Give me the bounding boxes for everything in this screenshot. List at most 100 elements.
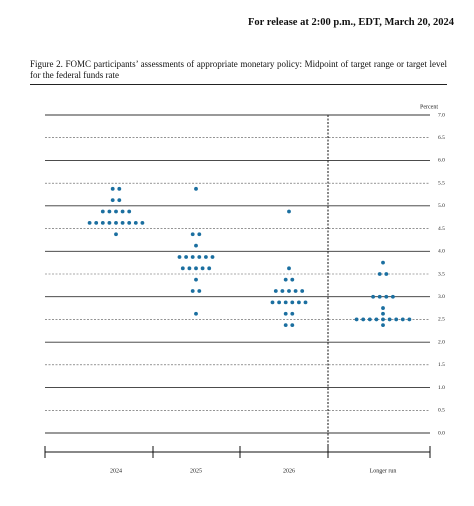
dot: [287, 266, 291, 271]
dot: [290, 311, 295, 316]
dot: [381, 260, 385, 265]
dot: [297, 300, 301, 305]
dot: [377, 272, 382, 276]
dot: [194, 186, 198, 191]
dot: [391, 294, 395, 299]
dot: [177, 255, 182, 259]
dot: [107, 220, 112, 225]
dot: [140, 220, 145, 225]
dot: [110, 198, 115, 203]
dot: [184, 255, 189, 259]
dot: [394, 317, 399, 322]
y-tick-label: 4.5: [438, 226, 445, 232]
dot: [127, 220, 132, 225]
dot: [94, 220, 99, 225]
y-tick-label: 1.0: [438, 385, 445, 391]
dot: [367, 317, 372, 322]
dot: [270, 300, 275, 305]
chart-title: Figure 2. FOMC participants’ assessments…: [30, 59, 447, 85]
dot: [194, 266, 198, 271]
dot: [290, 323, 295, 328]
dot: [384, 272, 389, 276]
dot: [197, 289, 202, 293]
dot: [283, 323, 288, 328]
dot: [374, 317, 379, 322]
dot: [207, 266, 212, 271]
dot: [120, 209, 125, 214]
dot: [381, 317, 385, 322]
y-tick-label: 1.5: [438, 362, 445, 368]
y-tick-label: 2.5: [438, 317, 445, 323]
dot: [273, 289, 278, 293]
dot: [277, 300, 281, 305]
dot: [190, 289, 195, 293]
dot: [381, 311, 385, 316]
dot: [194, 243, 198, 248]
dot: [407, 317, 412, 322]
dot: [361, 317, 366, 322]
dot: [204, 255, 208, 259]
y-axis-label: Percent: [420, 104, 438, 110]
dot: [114, 209, 118, 214]
y-tick-label: 3.0: [438, 294, 445, 300]
y-tick-label: 2.0: [438, 339, 445, 345]
dot: [381, 306, 385, 310]
dot: [197, 232, 202, 237]
dot: [180, 266, 185, 271]
dot: [303, 300, 308, 305]
x-tick-label: Longer run: [370, 468, 397, 474]
dot: [117, 198, 122, 203]
y-tick-label: 6.0: [438, 158, 445, 164]
dot: [190, 232, 195, 237]
dot: [110, 186, 115, 191]
dot: [197, 255, 202, 259]
y-tick-label: 3.5: [438, 271, 445, 277]
dot: [100, 209, 105, 214]
dot: [120, 220, 125, 225]
dot: [114, 232, 118, 237]
x-tick-label: 2025: [190, 468, 202, 474]
y-tick-label: 7.0: [438, 112, 445, 118]
dot: [300, 289, 305, 293]
dot: [293, 289, 298, 293]
y-tick-label: 0.5: [438, 408, 445, 414]
dot: [107, 209, 112, 214]
y-tick-label: 6.5: [438, 135, 445, 141]
dot: [210, 255, 215, 259]
dot: [117, 186, 122, 191]
y-tick-label: 4.0: [438, 249, 445, 255]
dot: [194, 311, 198, 316]
dot: [384, 294, 389, 299]
x-tick-label: 2026: [283, 468, 295, 474]
dot: [187, 266, 192, 271]
dot: [287, 289, 291, 293]
dot: [100, 220, 105, 225]
dot: [400, 317, 405, 322]
dot: [200, 266, 205, 271]
release-note: For release at 2:00 p.m., EDT, March 20,…: [248, 17, 454, 28]
dot: [114, 220, 118, 225]
dot: [87, 220, 92, 225]
dot: [127, 209, 132, 214]
dot: [381, 323, 385, 328]
dot: [133, 220, 138, 225]
dot: [371, 294, 375, 299]
dot: [283, 311, 288, 316]
dot: [290, 277, 295, 282]
y-tick-label: 5.5: [438, 180, 445, 186]
dot: [283, 277, 288, 282]
y-tick-label: 0.0: [438, 430, 445, 436]
dot: [354, 317, 359, 322]
x-tick-label: 2024: [110, 468, 122, 474]
dot: [290, 300, 295, 305]
dot: [283, 300, 288, 305]
dot: [287, 209, 291, 214]
dot: [387, 317, 392, 322]
dot: [280, 289, 285, 293]
dot: [190, 255, 195, 259]
dot: [194, 277, 198, 282]
y-tick-label: 5.0: [438, 203, 445, 209]
dot: [377, 294, 382, 299]
